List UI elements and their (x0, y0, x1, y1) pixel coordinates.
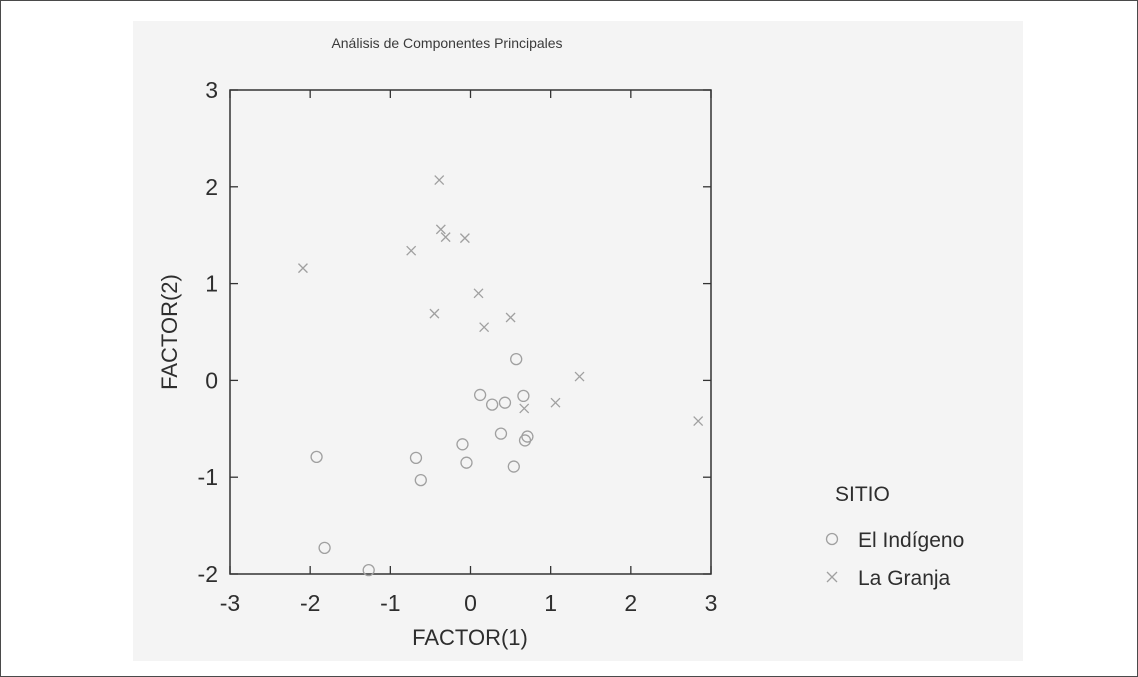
data-point-la-granja (551, 398, 560, 407)
x-tick-label: 1 (544, 590, 557, 616)
x-tick-label: 2 (624, 590, 637, 616)
data-point-la-granja (474, 289, 483, 298)
plot-frame (230, 90, 711, 574)
x-tick-label: -2 (300, 590, 320, 616)
data-point-el-indigeno (415, 475, 426, 486)
data-point-el-indigeno (499, 397, 510, 408)
x-axis-title: FACTOR(1) (412, 625, 528, 650)
data-point-la-granja (506, 313, 515, 322)
x-tick-label: -1 (380, 590, 400, 616)
data-point-la-granja (694, 417, 703, 426)
legend-item-el-indigeno: El Indígeno (827, 529, 965, 552)
legend-item-la-granja: La Granja (827, 567, 951, 590)
data-point-la-granja (298, 264, 307, 273)
data-point-la-granja (520, 404, 529, 413)
scatter-chart: Análisis de Componentes Principales -3 -2… (133, 21, 1023, 661)
data-point-el-indigeno (311, 451, 322, 462)
x-tick-label: 0 (464, 590, 477, 616)
data-point-la-granja (407, 246, 416, 255)
data-point-la-granja (435, 176, 444, 185)
y-tick-label: 2 (205, 174, 218, 200)
data-point-la-granja (430, 309, 439, 318)
x-tick-label: -3 (220, 590, 240, 616)
data-point-el-indigeno (518, 390, 529, 401)
data-point-el-indigeno (508, 461, 519, 472)
data-point-el-indigeno (475, 389, 486, 400)
data-points (298, 176, 702, 576)
y-tick-label: -2 (198, 561, 218, 587)
legend-cross-marker (827, 572, 837, 582)
data-point-la-granja (460, 234, 469, 243)
y-tick-label: 0 (205, 367, 218, 393)
chart-title: Análisis de Componentes Principales (331, 35, 562, 51)
data-point-el-indigeno (511, 354, 522, 365)
data-point-el-indigeno (487, 399, 498, 410)
legend: SITIO El Indígeno La Granja (827, 483, 965, 590)
data-point-el-indigeno (457, 439, 468, 450)
data-point-el-indigeno (495, 428, 506, 439)
data-point-la-granja (480, 323, 489, 332)
figure-panel: Análisis de Componentes Principales -3 -2… (133, 21, 1023, 661)
y-tick-label: 3 (205, 77, 218, 103)
data-point-la-granja (575, 372, 584, 381)
y-tick-label: 1 (205, 271, 218, 297)
y-axis-title: FACTOR(2) (157, 274, 182, 390)
y-tick-label: -1 (198, 464, 218, 490)
data-point-el-indigeno (522, 431, 533, 442)
x-tick-label: 3 (705, 590, 718, 616)
legend-label-el-indigeno: El Indígeno (858, 529, 964, 552)
legend-title: SITIO (835, 483, 890, 506)
legend-label-la-granja: La Granja (858, 567, 951, 590)
data-point-el-indigeno (520, 435, 531, 446)
legend-circle-marker (827, 534, 838, 545)
data-point-el-indigeno (410, 452, 421, 463)
data-point-el-indigeno (461, 457, 472, 468)
data-point-la-granja (436, 225, 445, 234)
data-point-el-indigeno (319, 542, 330, 553)
data-point-la-granja (441, 233, 450, 242)
